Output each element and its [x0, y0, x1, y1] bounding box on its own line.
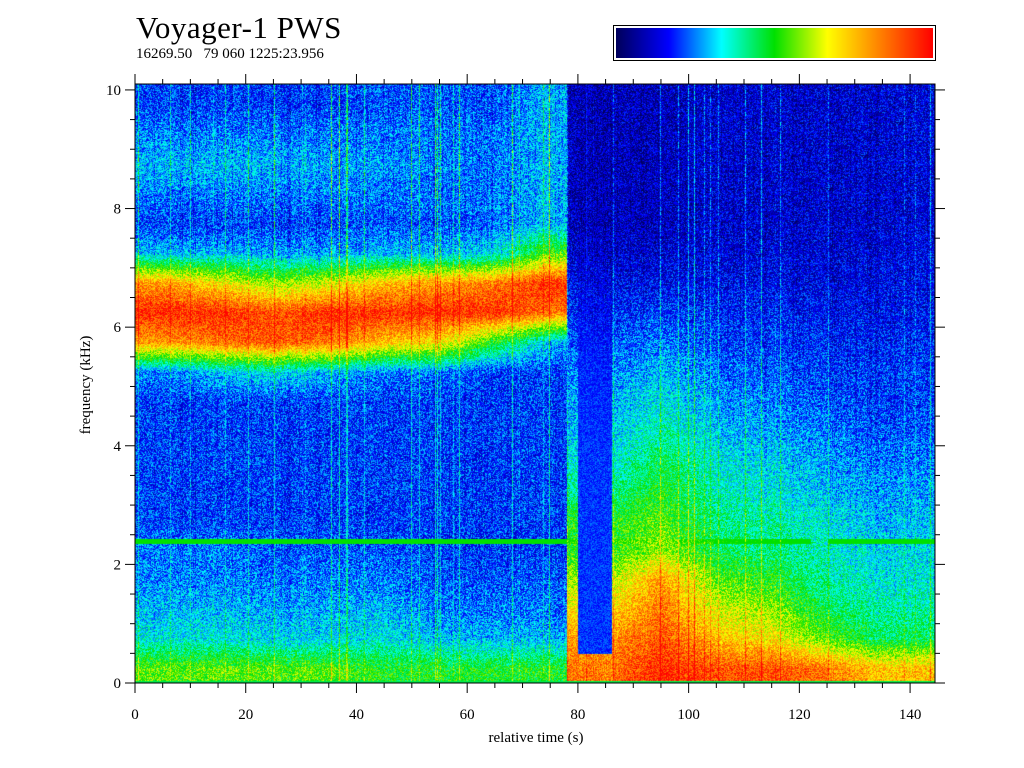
- y-tick-label: 2: [114, 557, 122, 573]
- chart-subtitle: 16269.50 79 060 1225:23.956: [136, 46, 324, 62]
- x-tick-label: 80: [570, 707, 585, 723]
- y-tick-label: 4: [114, 439, 122, 455]
- plot-frame: [134, 83, 936, 684]
- chart-title: Voyager-1 PWS: [136, 10, 342, 45]
- x-tick-label: 20: [238, 707, 253, 723]
- x-tick-label: 0: [131, 707, 139, 723]
- spectrogram-heatmap: [135, 84, 935, 683]
- colorbar-gradient: [616, 28, 933, 58]
- x-tick-label: 60: [460, 707, 475, 723]
- x-tick-label: 40: [349, 707, 364, 723]
- colorbar: [613, 25, 936, 61]
- x-tick-label: 120: [788, 707, 811, 723]
- y-tick-label: 6: [114, 320, 122, 336]
- y-tick-label: 0: [114, 676, 122, 692]
- x-tick-label: 140: [899, 707, 922, 723]
- y-tick-label: 8: [114, 202, 122, 218]
- y-tick-label: 10: [106, 83, 121, 99]
- y-axis-label: frequency (kHz): [78, 336, 94, 435]
- x-axis-label: relative time (s): [489, 730, 584, 746]
- x-tick-label: 100: [677, 707, 700, 723]
